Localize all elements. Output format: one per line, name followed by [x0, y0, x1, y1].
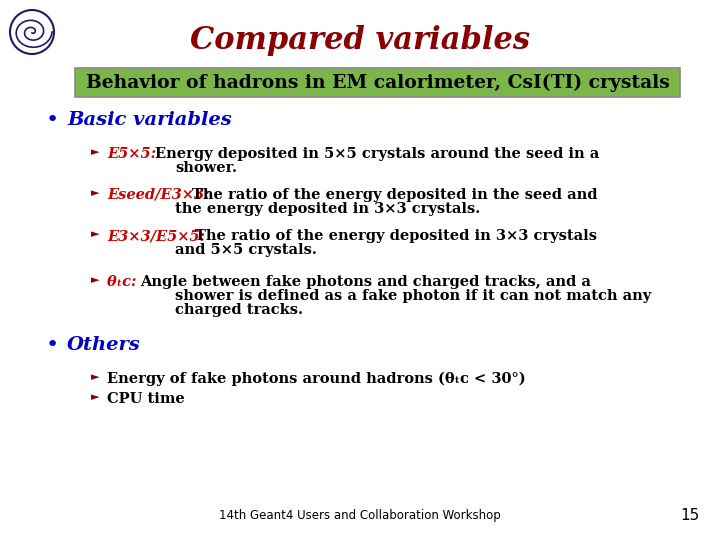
- Text: ►: ►: [91, 229, 99, 239]
- Text: Others: Others: [67, 336, 140, 354]
- Text: •: •: [45, 335, 58, 355]
- Text: Compared variables: Compared variables: [190, 24, 530, 56]
- Text: 14th Geant4 Users and Collaboration Workshop: 14th Geant4 Users and Collaboration Work…: [219, 509, 501, 522]
- Text: Energy deposited in 5×5 crystals around the seed in a: Energy deposited in 5×5 crystals around …: [155, 147, 599, 161]
- Text: ►: ►: [91, 392, 99, 402]
- Text: The ratio of the energy deposited in the seed and: The ratio of the energy deposited in the…: [192, 188, 598, 202]
- Text: 15: 15: [680, 508, 700, 523]
- Text: CPU time: CPU time: [107, 392, 185, 406]
- Text: ►: ►: [91, 147, 99, 157]
- Text: •: •: [45, 110, 58, 130]
- Text: Basic variables: Basic variables: [67, 111, 232, 129]
- Text: ►: ►: [91, 372, 99, 382]
- Text: Energy of fake photons around hadrons (θₜᴄ < 30°): Energy of fake photons around hadrons (θ…: [107, 372, 526, 387]
- Text: E5×5:: E5×5:: [107, 147, 161, 161]
- Text: Eseed/E3×3:: Eseed/E3×3:: [107, 188, 215, 202]
- Text: shower.: shower.: [175, 161, 237, 175]
- Text: E3×3/E5×5:: E3×3/E5×5:: [107, 229, 210, 243]
- Text: charged tracks.: charged tracks.: [175, 303, 303, 318]
- Text: The ratio of the energy deposited in 3×3 crystals: The ratio of the energy deposited in 3×3…: [195, 229, 597, 243]
- Text: Behavior of hadrons in EM calorimeter, CsI(TI) crystals: Behavior of hadrons in EM calorimeter, C…: [86, 73, 670, 92]
- Text: ►: ►: [91, 275, 99, 285]
- Text: the energy deposited in 3×3 crystals.: the energy deposited in 3×3 crystals.: [175, 202, 480, 216]
- FancyBboxPatch shape: [75, 68, 680, 97]
- Text: shower is defined as a fake photon if it can not match any: shower is defined as a fake photon if it…: [175, 289, 652, 303]
- Text: θₜᴄ:: θₜᴄ:: [107, 275, 142, 289]
- Text: ►: ►: [91, 188, 99, 198]
- Text: Angle between fake photons and charged tracks, and a: Angle between fake photons and charged t…: [140, 275, 591, 289]
- Text: and 5×5 crystals.: and 5×5 crystals.: [175, 243, 317, 257]
